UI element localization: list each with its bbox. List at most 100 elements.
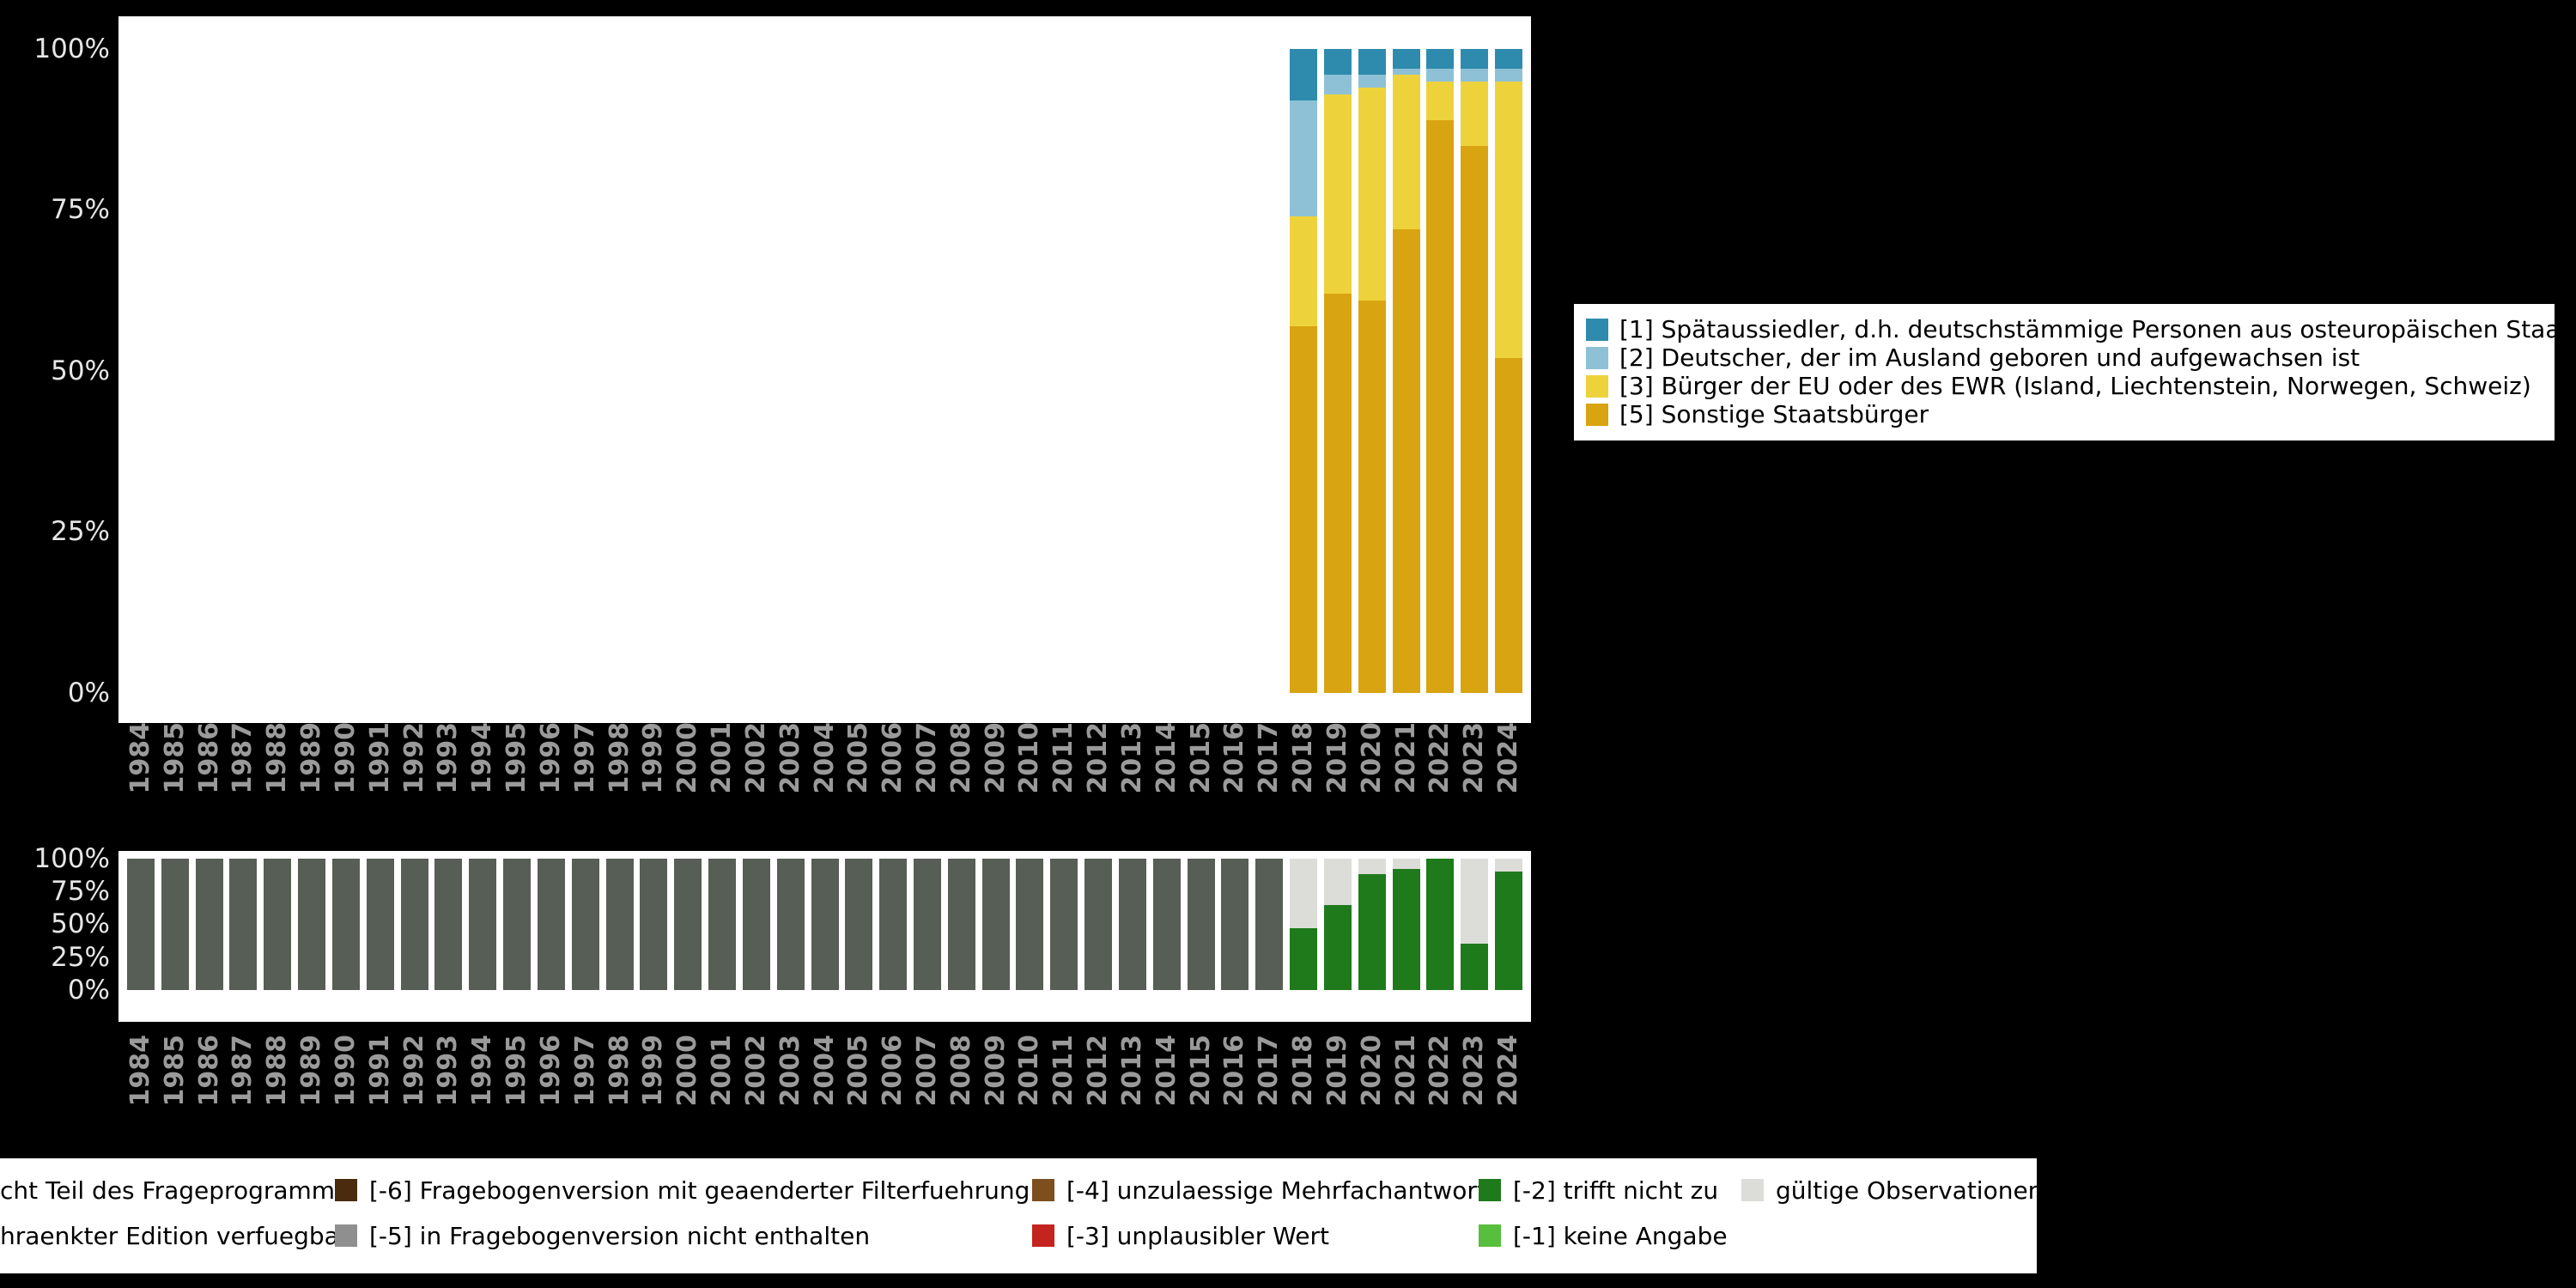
- bar-segment: [1290, 325, 1318, 693]
- legend-swatch-minus2: [1479, 1179, 1501, 1201]
- bar-segment: [366, 859, 394, 990]
- stacked-bar-1997: [571, 859, 599, 990]
- legend-label: gültige Observationen: [1776, 1176, 2037, 1205]
- x-tick-label: 2008: [945, 722, 976, 794]
- stacked-bar-1991: [366, 859, 394, 990]
- x-tick-label: 1991: [364, 1035, 395, 1107]
- legend-swatch-minus4: [1032, 1179, 1054, 1201]
- x-tick-label: 2017: [1254, 1035, 1285, 1107]
- bar-segment: [1392, 49, 1420, 69]
- legend-item: [-1] keine Angabe: [1479, 1221, 1728, 1250]
- x-tick-label: 1997: [569, 722, 600, 794]
- stacked-bar-1994: [469, 859, 497, 990]
- legend-swatch-minus5: [335, 1224, 357, 1247]
- stacked-bar-2022: [1426, 49, 1455, 693]
- legend-citizenship: [1] Spätaussiedler, d.h. deutschstämmige…: [1574, 304, 2555, 440]
- legend-label: [1] Spätaussiedler, d.h. deutschstämmige…: [1619, 315, 2555, 343]
- top-chart-bars: [118, 49, 1531, 693]
- x-tick-label: 2009: [980, 722, 1011, 794]
- stacked-bar-2007: [913, 859, 941, 990]
- bar-segment: [1016, 859, 1044, 990]
- stacked-bar-2010: [1016, 859, 1044, 990]
- legend-swatch-minus6: [335, 1179, 357, 1201]
- legend-label: [-5] in Fragebogenversion nicht enthalte…: [369, 1221, 871, 1250]
- bar-segment: [1323, 904, 1352, 990]
- bar-segment: [1255, 859, 1284, 990]
- x-tick-label: 2001: [707, 1035, 737, 1107]
- bar-segment: [1290, 859, 1318, 929]
- bar-segment: [1392, 859, 1420, 870]
- legend-swatch-spaetaussiedler: [1586, 318, 1608, 341]
- bar-segment: [1426, 49, 1455, 69]
- stacked-bar-2022: [1426, 859, 1455, 990]
- bar-segment: [1323, 294, 1352, 693]
- x-tick-label: 1987: [228, 1035, 258, 1107]
- bar-segment: [1495, 81, 1523, 358]
- x-tick-label: 2006: [878, 1035, 908, 1107]
- x-tick-label: 1995: [501, 722, 532, 794]
- legend-item: [-3] unplausibler Wert: [1032, 1221, 1329, 1250]
- bar-segment: [1461, 944, 1489, 990]
- x-tick-label: 2008: [945, 1035, 976, 1107]
- x-tick-label: 1984: [125, 1035, 155, 1107]
- stacked-bar-2020: [1358, 859, 1386, 990]
- x-tick-label: 1995: [501, 1035, 532, 1107]
- legend-item-truncated: hraenkter Edition verfuegbar: [0, 1221, 349, 1250]
- bar-segment: [400, 859, 428, 990]
- y-tick-label: 50%: [51, 355, 110, 386]
- x-tick-label: 1987: [228, 722, 258, 794]
- bar-segment: [1392, 869, 1420, 990]
- x-tick-label: 2023: [1459, 722, 1490, 794]
- x-tick-label: 2011: [1048, 1035, 1079, 1107]
- y-tick-label: 0%: [67, 975, 110, 1005]
- stacked-bar-1995: [503, 859, 532, 990]
- bar-segment: [1358, 75, 1386, 88]
- x-tick-label: 2007: [911, 1035, 942, 1107]
- bar-segment: [1323, 75, 1352, 94]
- x-tick-label: 2020: [1356, 1035, 1387, 1107]
- legend-item: [-6] Fragebogenversion mit geaenderter F…: [335, 1176, 1030, 1205]
- bar-segment: [1426, 119, 1455, 693]
- x-tick-label: 2009: [980, 1035, 1011, 1107]
- x-tick-label: 1984: [125, 722, 155, 794]
- legend-label: [-3] unplausibler Wert: [1066, 1221, 1329, 1250]
- legend-label: [-2] trifft nicht zu: [1513, 1176, 1719, 1205]
- bar-segment: [1461, 81, 1489, 146]
- stacked-bar-1986: [195, 859, 223, 990]
- x-tick-label: 1991: [364, 722, 395, 794]
- x-tick-label: 2014: [1151, 1035, 1182, 1107]
- legend-swatch-eu-ewr: [1586, 374, 1608, 398]
- stacked-bar-2006: [879, 859, 908, 990]
- bar-segment: [1084, 859, 1113, 990]
- bar-segment: [1495, 358, 1523, 693]
- y-tick-label: 100%: [33, 33, 110, 64]
- x-tick-label: 1992: [398, 722, 429, 794]
- x-tick-label: 1988: [262, 722, 293, 794]
- x-tick-label: 1996: [535, 1035, 566, 1107]
- bar-segment: [195, 859, 223, 990]
- bar-segment: [1426, 68, 1455, 82]
- bar-segment: [811, 859, 839, 990]
- bar-segment: [1392, 75, 1420, 229]
- x-tick-label: 2018: [1288, 722, 1319, 794]
- x-tick-label: 2021: [1390, 1035, 1421, 1107]
- x-tick-label: 2010: [1014, 722, 1045, 794]
- x-tick-label: 2014: [1151, 722, 1182, 794]
- bar-segment: [674, 859, 702, 990]
- legend-item: [-2] trifft nicht zu: [1479, 1176, 1718, 1205]
- bar-segment: [640, 859, 668, 990]
- bar-segment: [537, 859, 565, 990]
- bottom-chart-bars: [118, 859, 1531, 990]
- stacked-bar-2004: [811, 859, 839, 990]
- bar-segment: [879, 859, 908, 990]
- x-tick-label: 2018: [1288, 1035, 1319, 1107]
- bar-segment: [264, 859, 292, 990]
- x-tick-label: 1985: [159, 722, 190, 794]
- legend-swatch-minus1: [1479, 1224, 1501, 1247]
- x-tick-label: 2020: [1356, 722, 1387, 794]
- x-tick-label: 1992: [398, 1035, 429, 1107]
- bar-segment: [1495, 49, 1523, 69]
- stacked-bar-1998: [605, 859, 634, 990]
- x-tick-label: 1998: [604, 1035, 635, 1107]
- bar-segment: [1118, 859, 1146, 990]
